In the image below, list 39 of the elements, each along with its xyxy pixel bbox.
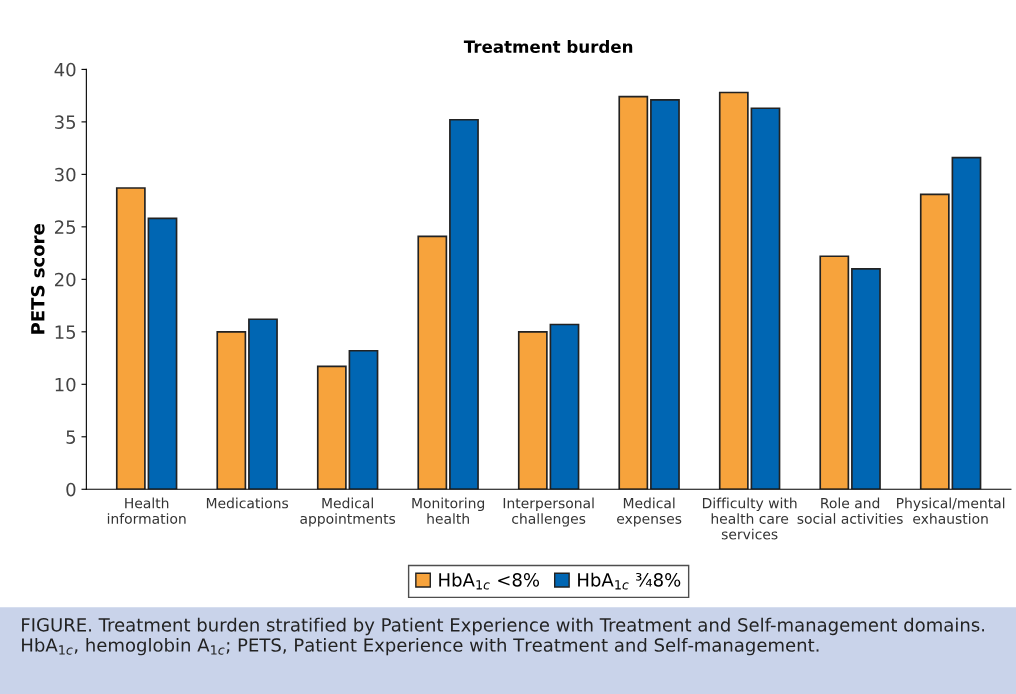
bar (517, 330, 548, 490)
bar (449, 118, 479, 490)
bar (819, 255, 850, 490)
bar (417, 235, 448, 490)
y-axis-title: PETS score (30, 224, 45, 334)
x-tick-label: Medical appointments (300, 497, 396, 527)
bar (147, 217, 178, 490)
y-tick-label: 0 (66, 482, 76, 497)
x-tick-label: Medical expenses (617, 497, 682, 527)
y-tick-label: 20 (54, 272, 76, 287)
y-tick-label: 15 (55, 325, 76, 339)
y-tick-label: 35 (55, 115, 76, 129)
bar (216, 330, 247, 490)
bar (348, 349, 379, 490)
chart-title: Treatment burden (463, 40, 633, 53)
x-tick-label: Medications (206, 497, 289, 509)
bar (851, 268, 881, 490)
bar (248, 318, 278, 490)
x-tick-label: Monitoring health (412, 497, 485, 524)
x-tick-label: Difficulty with health care services (702, 497, 797, 540)
bar (718, 91, 749, 490)
legend-label: HbA$_{1c}$ ¾8% (578, 572, 681, 590)
bar (750, 107, 781, 490)
bar (951, 156, 982, 490)
x-tick-label: Interpersonal challenges (503, 497, 594, 527)
y-tick-label: 5 (66, 430, 76, 444)
y-tick-label: 30 (55, 167, 76, 182)
bar (650, 99, 680, 490)
x-tick-label: Health information (107, 497, 186, 524)
bar (618, 95, 649, 490)
bar (115, 187, 146, 490)
legend-label: HbA$_{1c}$ <8% (439, 572, 540, 590)
bar (919, 193, 950, 490)
text: FIGURE. Treatment burden stratified by Patient Experience with Treatment and Self-management domains. HbA$_{1c}$, hemoglobin A$_{1c}$; PETS, Patient Experience with Treatment and Self-management. (22, 617, 985, 656)
y-tick-label: 10 (55, 377, 76, 392)
bar (549, 323, 580, 490)
y-tick-label: 40 (54, 62, 76, 77)
bar (316, 365, 347, 490)
y-tick-label: 25 (54, 220, 76, 234)
